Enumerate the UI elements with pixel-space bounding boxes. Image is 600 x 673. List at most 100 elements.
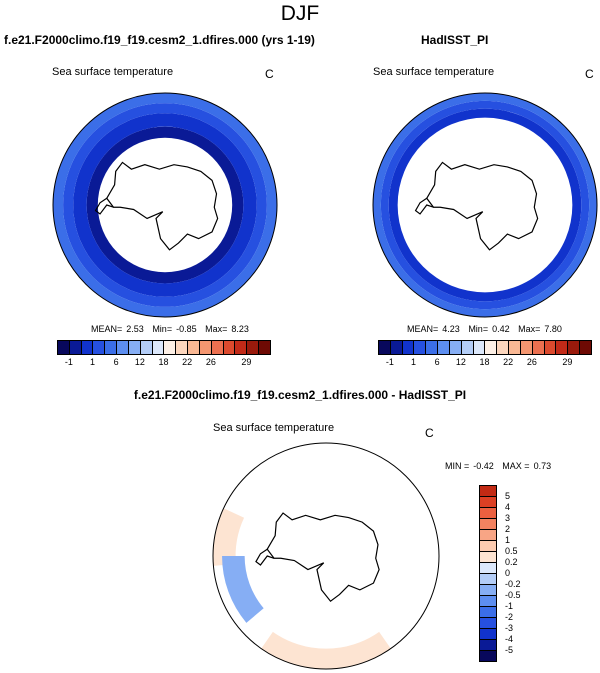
colorbar-tick-label: 4 <box>505 502 511 512</box>
colorbar-swatch <box>480 552 496 563</box>
map-border <box>52 92 278 318</box>
colorbar-tick-label: 22 <box>503 357 514 367</box>
colorbar-swatch <box>188 341 200 354</box>
colorbar-swatch <box>81 341 94 354</box>
colorbar-tick-label: 1 <box>89 357 95 367</box>
colorbar-tick-label: -0.5 <box>505 590 521 600</box>
diff-panel-title: f.e21.F2000climo.f19_f19.cesm2_1.dfires.… <box>133 388 467 402</box>
diff-max-label: MAX = <box>502 461 530 471</box>
map-border <box>212 442 440 670</box>
sst-diff-south-atlantic-cool <box>222 556 264 623</box>
colorbar-swatch <box>480 563 496 574</box>
antarctic-peninsula-coastline <box>255 548 275 566</box>
obs-panel-title: HadISST_PI <box>421 33 489 47</box>
colorbar-swatch <box>379 341 391 354</box>
model-mean-label: MEAN= <box>91 324 123 334</box>
colorbar-swatch <box>247 341 260 354</box>
colorbar-swatch <box>480 607 496 618</box>
obs-mean-label: MEAN= <box>407 324 439 334</box>
colorbar-tick-label: 1 <box>410 357 416 367</box>
colorbar-swatch <box>480 574 496 585</box>
colorbar-tick-label: 5 <box>505 491 511 501</box>
colorbar-tick-label: -5 <box>505 645 514 655</box>
colorbar-swatch <box>556 341 569 354</box>
colorbar-tick-label: -0.2 <box>505 579 521 589</box>
colorbar-swatch <box>480 519 496 530</box>
colorbar-swatch <box>580 341 592 354</box>
colorbar-swatch <box>235 341 248 354</box>
colorbar-swatch <box>199 341 212 354</box>
colorbar-tick-label: -3 <box>505 623 514 633</box>
colorbar-swatch <box>480 629 496 640</box>
colorbar-swatch <box>390 341 403 354</box>
colorbar-swatch <box>414 341 427 354</box>
model-stats: MEAN= 2.53 Min= -0.85 Max= 8.23 <box>91 324 253 334</box>
obs-variable-label: Sea surface temperature <box>373 66 495 78</box>
colorbar-tick-label: -4 <box>505 634 514 644</box>
antarctica-coastline <box>266 512 380 603</box>
obs-colorbar <box>378 340 592 355</box>
obs-units-label: C <box>585 67 594 81</box>
colorbar-swatch <box>164 341 177 354</box>
obs-max-value: 7.80 <box>544 324 562 334</box>
colorbar-tick-label: 6 <box>113 357 119 367</box>
model-max-value: 8.23 <box>231 324 249 334</box>
obs-stats: MEAN= 4.23 Min= 0.42 Max= 7.80 <box>407 324 566 334</box>
model-units-label: C <box>265 67 274 81</box>
colorbar-swatch <box>544 341 557 354</box>
colorbar-swatch <box>402 341 415 354</box>
diff-max-value: 0.73 <box>533 461 552 471</box>
obs-colorbar-labels: -1 1 6 12 18 22 26 29 <box>378 357 591 369</box>
model-map <box>52 92 278 318</box>
model-max-label: Max= <box>205 324 228 334</box>
colorbar-swatch <box>485 341 498 354</box>
sst-diff-drake-passage-warm <box>213 508 245 566</box>
diff-map <box>212 442 440 670</box>
colorbar-swatch <box>69 341 82 354</box>
colorbar-tick-label: 12 <box>134 357 145 367</box>
diff-min-label: MIN = <box>445 461 470 471</box>
colorbar-swatch <box>532 341 545 354</box>
colorbar-tick-label: 0.5 <box>505 546 518 556</box>
colorbar-tick-label: 26 <box>526 357 537 367</box>
diff-colorbar <box>479 485 497 662</box>
obs-max-label: Max= <box>518 324 541 334</box>
colorbar-tick-label: 18 <box>479 357 490 367</box>
colorbar-swatch <box>509 341 521 354</box>
colorbar-swatch <box>176 341 189 354</box>
colorbar-swatch <box>105 341 118 354</box>
colorbar-tick-label: -2 <box>505 612 514 622</box>
model-mean-value: 2.53 <box>126 324 144 334</box>
antarctica-coastline <box>106 161 219 251</box>
colorbar-swatch <box>259 341 271 354</box>
colorbar-tick-label: 2 <box>505 524 511 534</box>
colorbar-swatch <box>58 341 70 354</box>
colorbar-swatch <box>128 341 141 354</box>
colorbar-tick-label: 22 <box>182 357 193 367</box>
colorbar-swatch <box>93 341 106 354</box>
diff-units-label: C <box>425 426 434 440</box>
colorbar-tick-label: 0.2 <box>505 557 518 567</box>
colorbar-swatch <box>449 341 462 354</box>
model-variable-label: Sea surface temperature <box>52 66 174 78</box>
obs-min-label: Min= <box>468 324 489 334</box>
colorbar-tick-label: -1 <box>505 601 514 611</box>
figure-title: DJF <box>280 2 320 25</box>
colorbar-tick-label: 18 <box>158 357 169 367</box>
colorbar-tick-label: 1 <box>505 535 511 545</box>
colorbar-tick-label: 3 <box>505 513 511 523</box>
colorbar-swatch <box>461 341 474 354</box>
antarctica-coastline <box>426 161 539 251</box>
colorbar-swatch <box>152 341 165 354</box>
colorbar-tick-label: 12 <box>455 357 466 367</box>
obs-min-value: 0.42 <box>492 324 510 334</box>
colorbar-swatch <box>117 341 129 354</box>
colorbar-swatch <box>497 341 510 354</box>
diff-variable-label: Sea surface temperature <box>213 422 335 434</box>
diff-min-value: -0.42 <box>473 461 494 471</box>
colorbar-tick-label: 26 <box>205 357 216 367</box>
colorbar-tick-label: -1 <box>385 357 394 367</box>
colorbar-swatch <box>480 640 496 651</box>
model-colorbar <box>57 340 271 355</box>
colorbar-swatch <box>211 341 224 354</box>
